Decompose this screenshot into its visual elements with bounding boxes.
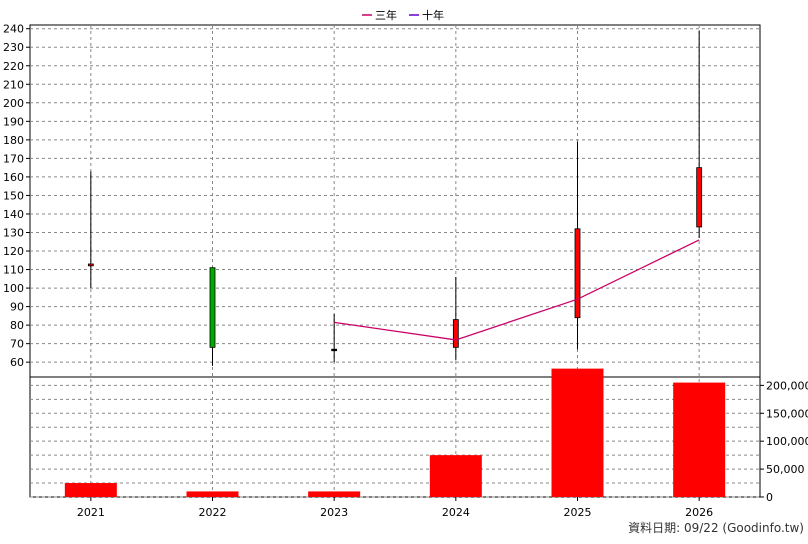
- legend-label: 十年: [422, 8, 444, 22]
- price-tick-label: 100: [3, 282, 24, 295]
- price-tick-label: 60: [10, 356, 24, 369]
- price-tick-label: 70: [10, 338, 24, 351]
- x-tick-label: 2022: [199, 506, 227, 519]
- price-tick-label: 210: [3, 78, 24, 91]
- x-tick-label: 2023: [320, 506, 348, 519]
- x-tick-label: 2021: [77, 506, 105, 519]
- candle-body: [209, 267, 216, 348]
- volume-tick-label: 50,000: [766, 463, 805, 476]
- volume-bar: [551, 368, 604, 497]
- candle-body: [574, 228, 581, 319]
- x-tick-label: 2025: [564, 506, 592, 519]
- price-tick-label: 230: [3, 41, 24, 54]
- volume-bar: [186, 491, 239, 497]
- price-tick-label: 120: [3, 245, 24, 258]
- x-tick-label: 2026: [685, 506, 713, 519]
- price-tick-label: 170: [3, 152, 24, 165]
- price-tick-label: 150: [3, 189, 24, 202]
- candle-body: [452, 319, 459, 348]
- price-tick-label: 130: [3, 226, 24, 239]
- volume-bar: [308, 491, 361, 497]
- candle-body: [696, 167, 703, 228]
- volume-bar: [64, 483, 117, 497]
- price-tick-label: 220: [3, 60, 24, 73]
- price-tick-label: 200: [3, 97, 24, 110]
- price-tick-label: 80: [10, 319, 24, 332]
- volume-tick-label: 0: [766, 491, 773, 504]
- volume-tick-label: 100,000: [766, 435, 808, 448]
- price-tick-label: 190: [3, 115, 24, 128]
- candle-body: [331, 348, 338, 352]
- volume-tick-label: 150,000: [766, 407, 808, 420]
- price-tick-label: 140: [3, 208, 24, 221]
- volume-bar: [429, 455, 482, 497]
- price-tick-label: 90: [10, 301, 24, 314]
- price-tick-label: 110: [3, 264, 24, 277]
- data-date-footer: 資料日期: 09/22 (Goodinfo.tw): [628, 521, 804, 535]
- volume-tick-label: 200,000: [766, 379, 808, 392]
- series-line-3y: [334, 239, 700, 341]
- legend-label: 三年: [375, 8, 397, 22]
- volume-bar: [673, 382, 726, 497]
- x-tick-label: 2024: [442, 506, 470, 519]
- price-tick-label: 180: [3, 134, 24, 147]
- price-tick-label: 240: [3, 23, 24, 36]
- candle-body: [87, 263, 94, 267]
- plot-frame: [29, 24, 761, 498]
- price-tick-label: 160: [3, 171, 24, 184]
